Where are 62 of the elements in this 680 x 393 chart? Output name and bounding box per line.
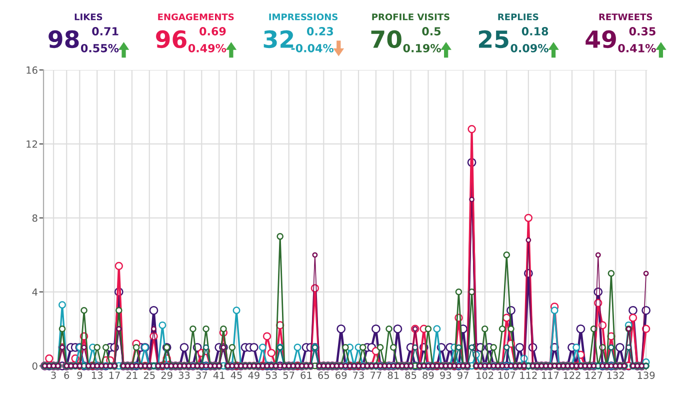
x-tick-label: 3 <box>51 372 56 379</box>
text: 70 <box>371 30 402 48</box>
x-tick-label: 127 <box>586 372 602 379</box>
y-tick-label: 4 <box>32 288 38 296</box>
x-tick-label: 17 <box>109 372 120 379</box>
x-tick-label: 45 <box>230 372 242 379</box>
text: REPLIES <box>498 13 538 20</box>
text: 0.55% <box>80 44 119 52</box>
x-tick-label: 13 <box>92 372 103 379</box>
x-tick-label: 117 <box>542 372 559 379</box>
text: 0.23 <box>307 27 333 36</box>
x-tick-label: 25 <box>144 372 155 379</box>
y-tick-label: 0 <box>32 362 38 370</box>
text: 0.41% <box>618 44 656 52</box>
text: 0.19% <box>403 44 441 52</box>
text: 25 <box>479 30 508 48</box>
text: RETWEETS <box>599 13 652 20</box>
x-tick-label: 102 <box>476 372 494 379</box>
y-tick-label: 8 <box>32 214 38 222</box>
x-tick-label: 77 <box>370 372 382 379</box>
x-tick-label: 9 <box>77 372 82 379</box>
x-tick-label: 89 <box>422 372 434 379</box>
x-tick-label: 107 <box>498 372 516 379</box>
text: IMPRESSIONS <box>269 13 338 20</box>
x-tick-label: 112 <box>520 372 537 379</box>
x-tick-label: 69 <box>336 372 347 379</box>
x-tick-label: 61 <box>300 372 312 379</box>
text: 0.71 <box>92 27 118 36</box>
x-tick-label: 73 <box>353 372 364 379</box>
text: 0.69 <box>200 27 226 36</box>
text: ENGAGEMENTS <box>158 13 234 20</box>
x-tick-label: 57 <box>283 372 294 379</box>
x-tick-label: 21 <box>126 372 138 379</box>
text: 0.35 <box>629 27 656 36</box>
x-tick-label: 85 <box>405 372 416 379</box>
text: 96 <box>156 30 186 48</box>
x-tick-label: 6 <box>64 372 70 379</box>
y-tick-label: 16 <box>26 66 38 74</box>
text: PROFILE VISITS <box>372 13 450 20</box>
x-tick-label: 97 <box>458 372 468 379</box>
x-tick-label: 53 <box>266 372 277 379</box>
x-tick-label: 81 <box>388 372 399 379</box>
text: -0.04% <box>291 44 334 52</box>
x-tick-label: 29 <box>161 372 172 379</box>
x-tick-label: 41 <box>213 372 224 379</box>
text: 0.49% <box>188 44 226 52</box>
text: 98 <box>48 30 79 48</box>
x-tick-label: 33 <box>178 372 190 379</box>
text: LIKES <box>74 13 102 20</box>
text: 0.5 <box>422 27 441 36</box>
x-tick-label: 139 <box>638 372 655 379</box>
x-tick-label: 49 <box>248 372 260 379</box>
text: 0.09% <box>510 44 548 52</box>
text: 0.18 <box>522 27 548 36</box>
text: 32 <box>264 30 294 48</box>
x-tick-label: 93 <box>440 372 452 379</box>
x-tick-label: 122 <box>564 372 580 379</box>
text: 49 <box>586 30 616 48</box>
x-tick-label: 132 <box>607 372 624 379</box>
y-tick-label: 12 <box>26 140 37 148</box>
x-tick-label: 65 <box>318 372 329 379</box>
x-tick-label: 37 <box>196 372 208 379</box>
